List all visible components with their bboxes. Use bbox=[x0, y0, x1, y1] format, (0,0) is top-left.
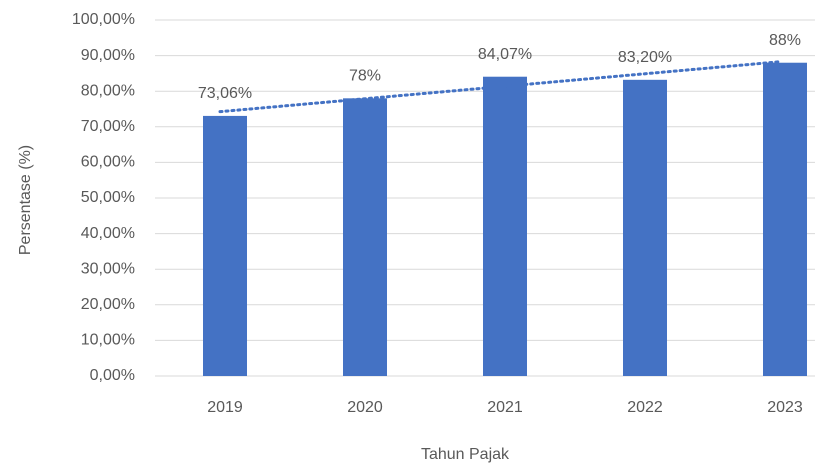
y-tick-label: 100,00% bbox=[72, 11, 135, 28]
x-axis-label: Tahun Pajak bbox=[421, 446, 510, 463]
x-tick-label: 2022 bbox=[627, 399, 663, 416]
y-tick-label: 0,00% bbox=[90, 367, 135, 384]
x-tick-label: 2019 bbox=[207, 399, 243, 416]
y-tick-label: 30,00% bbox=[81, 260, 135, 277]
y-tick-label: 80,00% bbox=[81, 82, 135, 99]
data-label: 88% bbox=[769, 32, 801, 49]
data-label: 83,20% bbox=[618, 49, 672, 66]
bar bbox=[623, 79, 667, 377]
y-tick-label: 10,00% bbox=[81, 332, 135, 349]
bar bbox=[343, 98, 387, 376]
x-tick-label: 2023 bbox=[767, 399, 803, 416]
bar bbox=[763, 62, 807, 376]
y-tick-label: 20,00% bbox=[81, 296, 135, 313]
x-tick-label: 2020 bbox=[347, 399, 383, 416]
y-axis-label: Persentase (%) bbox=[17, 145, 34, 255]
trendline bbox=[218, 60, 782, 114]
x-tick-label: 2021 bbox=[487, 399, 523, 416]
data-label: 78% bbox=[349, 68, 381, 85]
bar bbox=[483, 76, 527, 376]
y-tick-label: 50,00% bbox=[81, 189, 135, 206]
data-label: 84,07% bbox=[478, 46, 532, 63]
y-tick-label: 90,00% bbox=[81, 47, 135, 64]
data-label: 73,06% bbox=[198, 85, 252, 102]
y-tick-label: 40,00% bbox=[81, 225, 135, 242]
y-tick-label: 70,00% bbox=[81, 118, 135, 135]
y-tick-label: 60,00% bbox=[81, 154, 135, 171]
bar bbox=[203, 115, 247, 376]
